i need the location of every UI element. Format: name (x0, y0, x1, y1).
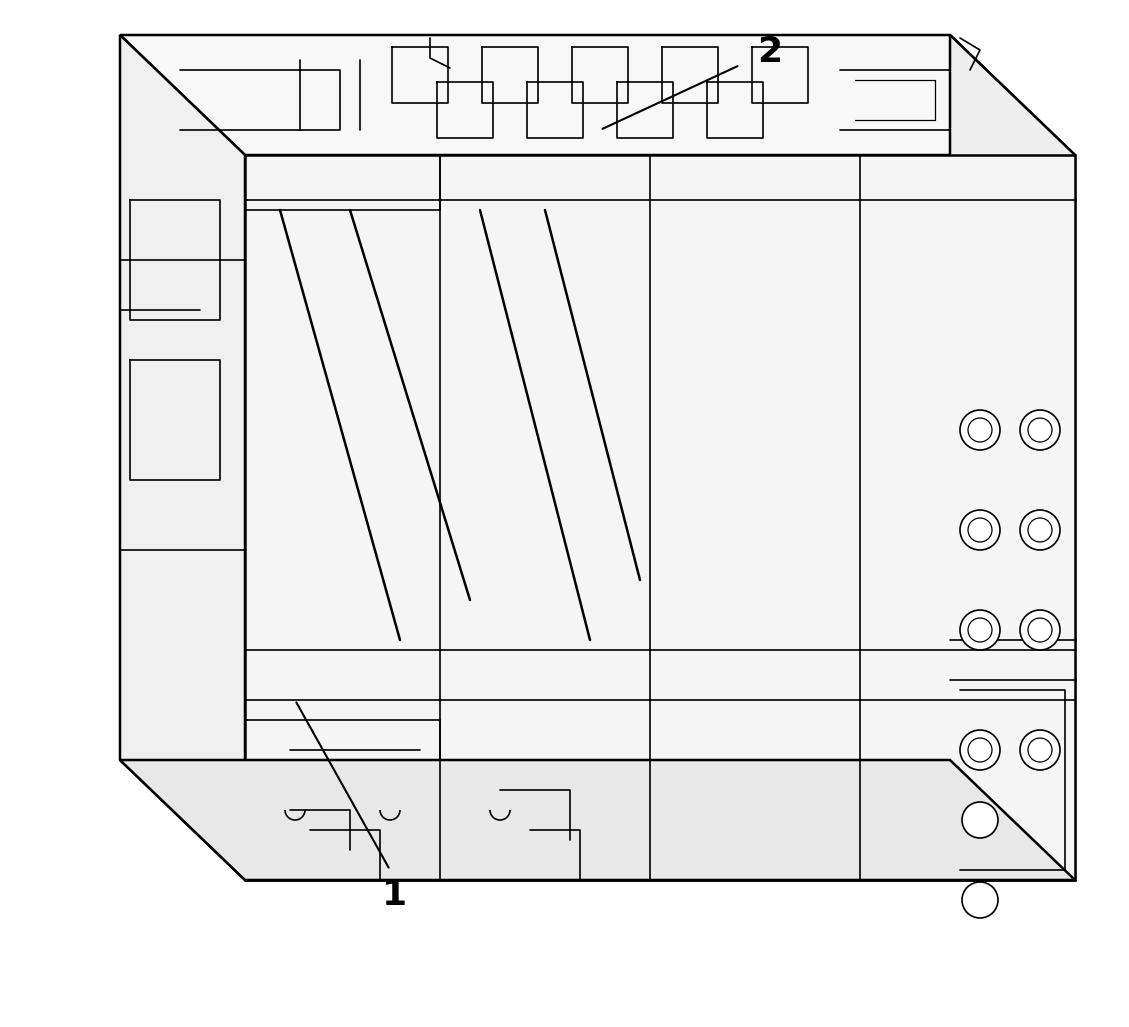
Polygon shape (120, 35, 1075, 155)
Circle shape (960, 410, 1000, 450)
Circle shape (960, 510, 1000, 550)
Polygon shape (245, 155, 1075, 880)
Polygon shape (949, 35, 1075, 880)
Circle shape (1019, 410, 1060, 450)
Text: 2: 2 (758, 35, 782, 69)
Circle shape (962, 802, 998, 838)
Text: 1: 1 (383, 878, 408, 912)
Circle shape (1019, 730, 1060, 770)
Polygon shape (120, 35, 245, 880)
Circle shape (960, 610, 1000, 650)
Circle shape (962, 882, 998, 918)
Polygon shape (120, 760, 1075, 880)
Circle shape (1019, 610, 1060, 650)
Circle shape (960, 730, 1000, 770)
Circle shape (1019, 510, 1060, 550)
